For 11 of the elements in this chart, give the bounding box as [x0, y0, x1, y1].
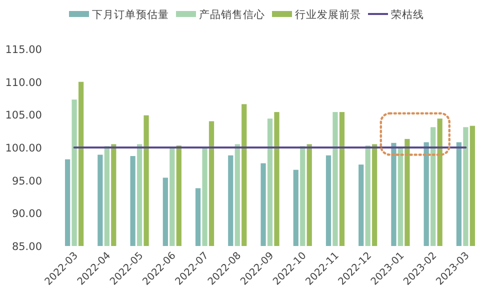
legend-label: 下月订单预估量 — [92, 8, 169, 21]
legend-label: 荣枯线 — [391, 8, 424, 21]
y-tick-label: 100.00 — [5, 142, 42, 154]
y-tick-label: 85.00 — [12, 241, 42, 253]
y-tick-label: 90.00 — [12, 208, 42, 220]
y-tick-label: 95.00 — [12, 175, 42, 188]
y-tick-label: 105.00 — [5, 110, 42, 122]
legend-label: 行业发展前景 — [295, 8, 361, 21]
y-tick-label: 110.00 — [5, 76, 42, 89]
legend-label: 产品销售信心 — [199, 8, 265, 21]
y-tick-label: 115.00 — [5, 44, 42, 56]
